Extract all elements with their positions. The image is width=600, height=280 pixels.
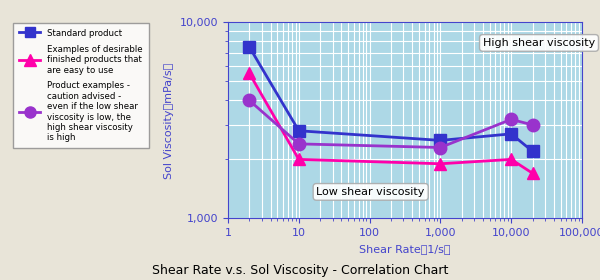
Text: Low shear viscosity: Low shear viscosity xyxy=(317,187,425,197)
Text: High shear viscosity: High shear viscosity xyxy=(483,38,595,48)
X-axis label: Shear Rate（1/s）: Shear Rate（1/s） xyxy=(359,244,451,254)
Text: Shear Rate v.s. Sol Viscosity - Correlation Chart: Shear Rate v.s. Sol Viscosity - Correlat… xyxy=(152,264,448,277)
Y-axis label: Sol Viscosity（mPa/s）: Sol Viscosity（mPa/s） xyxy=(164,62,174,179)
Legend: Standard product, Examples of desirable
finished products that
are easy to use, : Standard product, Examples of desirable … xyxy=(13,23,149,148)
